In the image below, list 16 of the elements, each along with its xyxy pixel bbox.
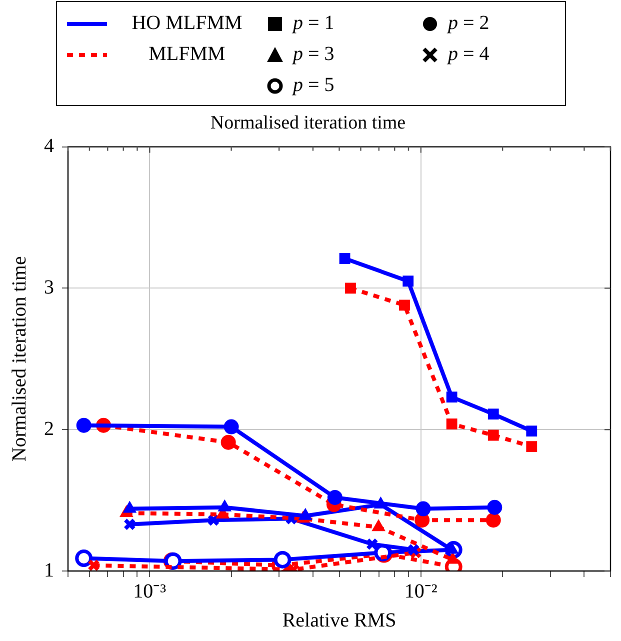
y-tick-label: 4: [44, 135, 54, 158]
x-axis-title: Relative RMS: [282, 609, 396, 632]
x-tick-label: 10⁻²: [404, 580, 438, 602]
y-tick-label: 2: [44, 418, 54, 440]
legend-label: p = 5: [293, 74, 334, 96]
chart-title: Normalised iteration time: [210, 112, 406, 134]
y-tick-label: 1: [44, 559, 54, 582]
legend-label: p = 2: [448, 12, 490, 34]
legend-label: MLFMM: [148, 43, 226, 66]
legend-label: p = 3: [293, 43, 334, 65]
y-tick-label: 3: [44, 276, 54, 298]
legend-label: p = 1: [293, 12, 334, 34]
legend-label: p = 4: [448, 43, 490, 65]
y-axis-title: Normalised iteration time: [8, 256, 30, 462]
x-tick-label: 10⁻³: [133, 580, 166, 602]
legend-label: HO MLFMM: [130, 12, 244, 35]
